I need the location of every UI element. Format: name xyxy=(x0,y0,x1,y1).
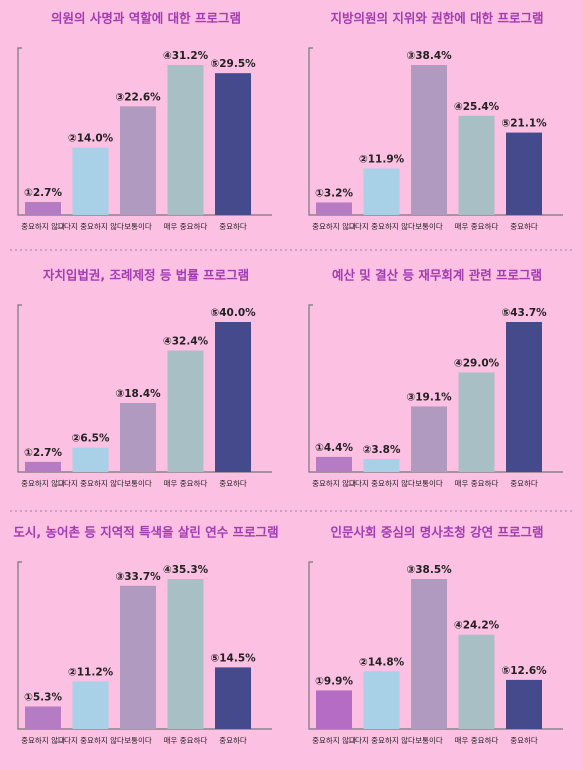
x-tick-label: 그다지 중요하지 않다 xyxy=(348,221,415,231)
bar xyxy=(316,690,352,729)
x-tick-label: 매우 중요하다 xyxy=(455,221,499,231)
data-label: ④35.3% xyxy=(163,564,209,576)
bar xyxy=(215,667,251,729)
data-label: ⑤21.1% xyxy=(501,118,547,130)
x-tick-label: 그다지 중요하지 않다 xyxy=(57,221,124,231)
data-label: ②11.9% xyxy=(359,154,405,166)
bar xyxy=(411,406,447,472)
x-tick-label: 보통이다 xyxy=(415,478,443,488)
chart-title: 예산 및 결산 등 재무회계 관련 프로그램 xyxy=(332,268,542,283)
data-label: ②14.0% xyxy=(68,133,114,145)
bar xyxy=(25,202,61,215)
bar xyxy=(411,65,447,215)
data-label: ①5.3% xyxy=(24,691,62,703)
x-tick-label: 그다지 중요하지 않다 xyxy=(57,478,124,488)
bar xyxy=(167,350,204,472)
x-tick-label: 중요하다 xyxy=(219,735,247,745)
data-label: ②11.2% xyxy=(68,666,114,678)
x-tick-label: 보통이다 xyxy=(415,221,443,231)
bar xyxy=(363,168,400,215)
x-tick-label: 매우 중요하다 xyxy=(455,478,499,488)
chart-title: 지방의원의 지위와 권한에 대한 프로그램 xyxy=(331,11,544,26)
chart-title: 의원의 사명과 역할에 대한 프로그램 xyxy=(51,11,241,26)
bar xyxy=(215,73,251,215)
x-tick-label: 중요하다 xyxy=(510,478,538,488)
x-tick-label: 중요하지 않다 xyxy=(21,221,65,231)
data-label: ③38.4% xyxy=(406,50,452,62)
x-tick-label: 중요하다 xyxy=(219,478,247,488)
data-label: ⑤43.7% xyxy=(501,307,547,319)
data-label: ③38.5% xyxy=(406,564,452,576)
x-tick-label: 중요하다 xyxy=(510,735,538,745)
chart-title: 도시, 농어촌 등 지역적 특색을 살린 연수 프로그램 xyxy=(13,525,278,540)
bar xyxy=(72,447,109,472)
x-tick-label: 매우 중요하다 xyxy=(455,735,499,745)
bar xyxy=(458,634,495,729)
data-label: ①2.7% xyxy=(24,187,62,199)
x-tick-label: 그다지 중요하지 않다 xyxy=(57,735,124,745)
data-label: ③22.6% xyxy=(115,91,161,103)
bar xyxy=(25,706,61,729)
bar xyxy=(506,679,542,729)
x-tick-label: 매우 중요하다 xyxy=(164,735,208,745)
bar xyxy=(458,372,495,472)
data-label: ②14.8% xyxy=(359,656,405,668)
bar xyxy=(316,456,352,472)
x-tick-label: 보통이다 xyxy=(124,221,152,231)
bar xyxy=(506,132,542,215)
bar xyxy=(120,403,156,472)
data-label: ①9.9% xyxy=(315,675,353,687)
x-tick-label: 중요하다 xyxy=(510,221,538,231)
data-label: ④25.4% xyxy=(454,101,500,113)
bar xyxy=(72,147,109,215)
x-tick-label: 중요하지 않다 xyxy=(21,478,65,488)
bar xyxy=(120,585,156,729)
data-label: ②6.5% xyxy=(71,433,109,445)
data-label: ⑤40.0% xyxy=(210,307,256,319)
x-tick-label: 보통이다 xyxy=(124,735,152,745)
x-tick-label: 중요하지 않다 xyxy=(312,221,356,231)
bar xyxy=(363,458,400,472)
data-label: ⑤12.6% xyxy=(501,665,547,677)
bar xyxy=(458,115,495,215)
data-label: ⑤29.5% xyxy=(210,58,256,70)
bar xyxy=(167,65,204,215)
chart-title: 인문사회 중심의 명사초청 강연 프로그램 xyxy=(331,525,544,540)
data-label: ⑤14.5% xyxy=(210,652,256,664)
x-tick-label: 그다지 중요하지 않다 xyxy=(348,478,415,488)
data-label: ④31.2% xyxy=(163,50,209,62)
x-tick-label: 보통이다 xyxy=(415,735,443,745)
data-label: ④24.2% xyxy=(454,620,500,632)
bar xyxy=(411,579,447,729)
bar xyxy=(316,202,352,215)
chart-title: 자치입법권, 조례제정 등 법률 프로그램 xyxy=(43,268,249,283)
bar xyxy=(167,579,204,729)
bar xyxy=(25,461,61,472)
x-tick-label: 중요하다 xyxy=(219,221,247,231)
x-tick-label: 그다지 중요하지 않다 xyxy=(348,735,415,745)
data-label: ③18.4% xyxy=(115,388,161,400)
data-label: ④29.0% xyxy=(454,357,500,369)
bar xyxy=(363,671,400,729)
x-tick-label: 중요하지 않다 xyxy=(312,478,356,488)
x-tick-label: 중요하지 않다 xyxy=(312,735,356,745)
bar xyxy=(215,322,251,472)
data-label: ④32.4% xyxy=(163,336,209,348)
bar xyxy=(120,106,156,215)
x-tick-label: 중요하지 않다 xyxy=(21,735,65,745)
data-label: ③19.1% xyxy=(406,391,452,403)
x-tick-label: 매우 중요하다 xyxy=(164,221,208,231)
data-label: ③33.7% xyxy=(115,571,161,583)
bar xyxy=(72,681,109,729)
x-tick-label: 보통이다 xyxy=(124,478,152,488)
x-tick-label: 매우 중요하다 xyxy=(164,478,208,488)
bar xyxy=(506,322,542,472)
data-label: ①3.2% xyxy=(315,188,353,200)
data-label: ①4.4% xyxy=(315,442,353,454)
data-label: ②3.8% xyxy=(362,444,400,456)
data-label: ①2.7% xyxy=(24,447,62,459)
